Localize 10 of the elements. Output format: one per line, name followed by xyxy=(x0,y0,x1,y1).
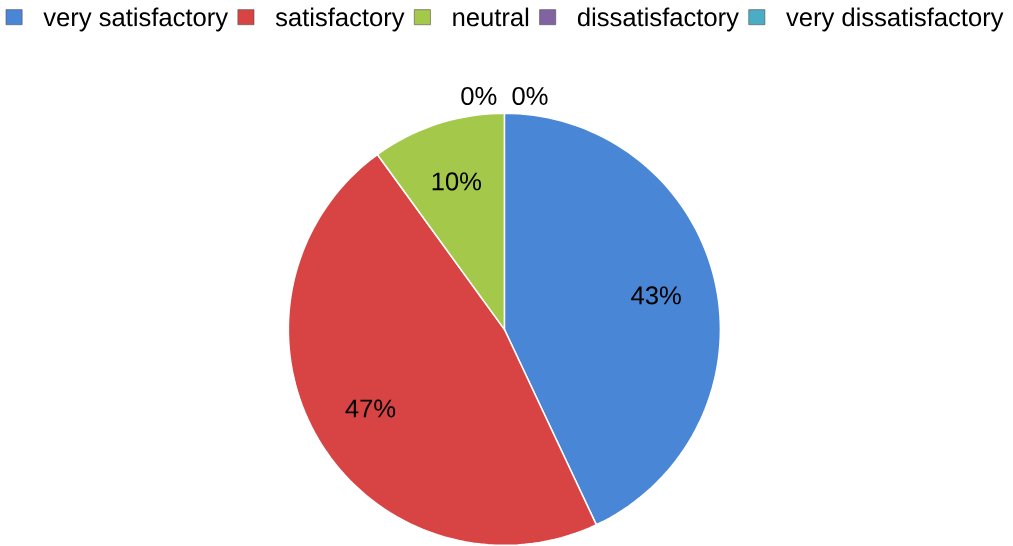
legend-label: very satisfactory xyxy=(43,7,229,32)
text: 0% xyxy=(461,86,497,106)
data-label: 43% xyxy=(631,286,681,305)
data-label: 10% xyxy=(432,172,481,191)
text: 0% xyxy=(512,86,548,106)
legend-label: satisfactory xyxy=(275,7,405,32)
legend-label: neutral xyxy=(453,7,529,27)
legend-label: very dissatisfactory xyxy=(786,7,1004,32)
data-label: 47% xyxy=(345,399,396,418)
legend-label: dissatisfactory xyxy=(577,7,739,32)
